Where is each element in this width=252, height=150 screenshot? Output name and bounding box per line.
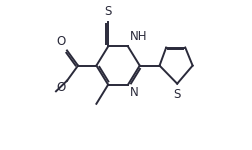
Text: S: S (173, 88, 180, 101)
Text: N: N (130, 86, 138, 99)
Text: NH: NH (130, 30, 147, 43)
Text: O: O (56, 35, 66, 48)
Text: O: O (56, 81, 66, 94)
Text: S: S (104, 5, 111, 18)
